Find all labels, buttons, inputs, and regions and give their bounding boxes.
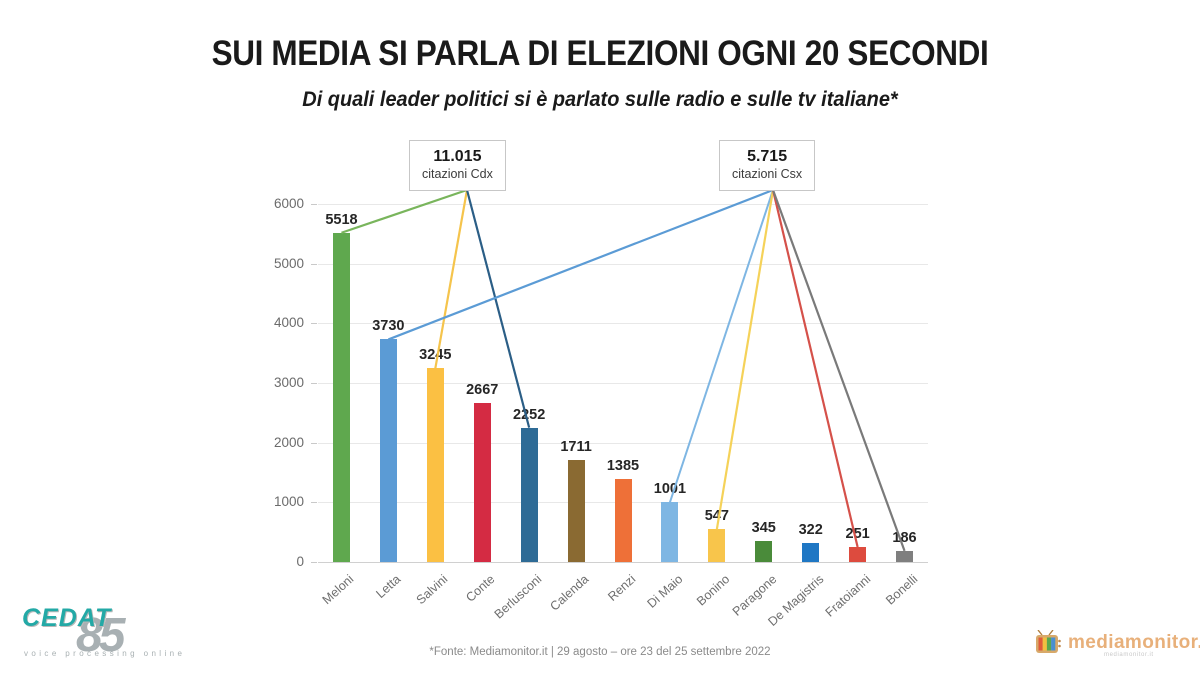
mediamonitor-logo-tagline: mediamonitor.it [1104, 652, 1154, 658]
callout-cdx-value: 11.015 [433, 148, 482, 165]
y-axis-tick-mark [311, 383, 317, 384]
x-axis-line [318, 562, 928, 563]
bar-meloni[interactable] [332, 232, 350, 562]
callout-csx-label: citazioni Csx [732, 167, 803, 182]
y-axis-tick-mark [311, 204, 317, 205]
y-axis-tick-label: 3000 [273, 375, 304, 390]
bar-renzi[interactable] [614, 479, 632, 562]
cedat-logo-word: CEDAT [22, 604, 112, 632]
mediamonitor-logo: mediamonitor.it mediamonitor.it [1030, 628, 1200, 668]
bar-value-label: 1711 [560, 438, 592, 455]
gridline [318, 204, 928, 205]
bar-bonino[interactable] [708, 529, 726, 562]
bar-calenda[interactable] [567, 459, 585, 562]
cedat-logo-tagline: voice processing online [24, 649, 186, 658]
bar-de-magistris[interactable] [802, 542, 820, 562]
callout-csx: 5.715 citazioni Csx [719, 140, 816, 192]
bar-salvini[interactable] [426, 368, 444, 562]
callout-csx-value: 5.715 [747, 148, 788, 165]
y-axis-tick-label: 1000 [273, 494, 304, 510]
y-axis-tick-mark [311, 323, 317, 325]
bar-value-label: 2252 [513, 406, 546, 423]
bar-value-label: 2667 [466, 381, 499, 398]
bar-fratoianni[interactable] [849, 547, 867, 562]
cedat-logo: 85 CEDAT voice processing online [18, 600, 193, 662]
y-axis-tick-label: 0 [296, 554, 304, 569]
gridline [318, 263, 928, 265]
bar-di-maio[interactable] [661, 502, 679, 562]
gridline [318, 442, 928, 444]
television-icon [1036, 630, 1061, 653]
bar-value-label: 186 [892, 529, 917, 546]
bar-value-label: 3730 [372, 318, 405, 335]
bar-value-label: 3245 [419, 347, 452, 364]
mediamonitor-logo-word: mediamonitor.it [1068, 632, 1200, 653]
callout-cdx: 11.015 citazioni Cdx [409, 140, 506, 192]
bar-value-label: 1001 [653, 481, 687, 498]
bar-letta[interactable] [379, 339, 397, 562]
bar-value-label: 1385 [606, 458, 640, 475]
y-axis-tick-label: 2000 [273, 434, 304, 450]
bar-value-label: 5518 [325, 211, 358, 228]
page-subtitle: Di quali leader politici si è parlato su… [302, 88, 898, 111]
y-axis-tick-label: 5000 [273, 255, 304, 271]
bar-paragone[interactable] [755, 541, 773, 562]
y-axis-tick-label: 6000 [273, 196, 304, 211]
y-axis-tick-mark [311, 562, 317, 563]
bar-chart-plot-area: 0 1000 2000 3000 4000 5000 6000 5518 Meloni 3730 L… [274, 197, 928, 629]
page-title: SUI MEDIA SI PARLA DI ELEZIONI OGNI 20 S… [211, 34, 989, 73]
bar-conte[interactable] [473, 402, 491, 562]
bar-bonelli[interactable] [896, 550, 914, 562]
bar-berlusconi[interactable] [520, 427, 538, 562]
source-note: *Fonte: Mediamonitor.it | 29 agosto – or… [429, 646, 771, 658]
gridline [318, 383, 928, 384]
callout-cdx-label: citazioni Cdx [422, 167, 493, 182]
y-axis-tick-mark [311, 263, 317, 265]
y-axis-tick-label: 4000 [273, 315, 304, 331]
y-axis-tick-mark [311, 502, 317, 504]
cedat-logo-number: 85 [76, 609, 125, 662]
y-axis-tick-mark [311, 442, 317, 444]
